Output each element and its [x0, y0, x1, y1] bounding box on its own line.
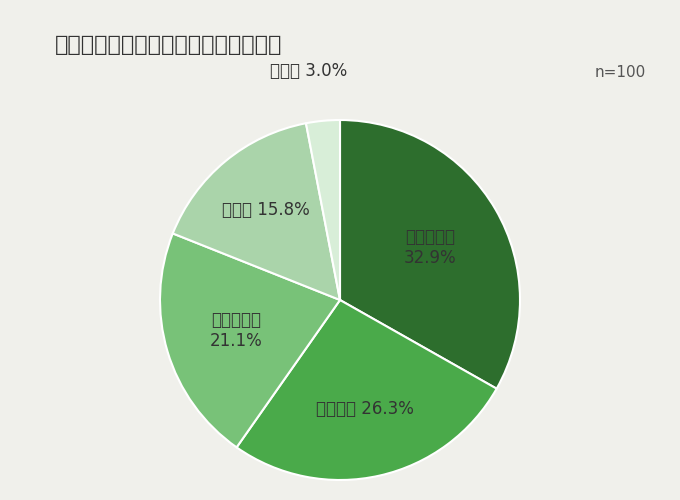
Text: 直属の上司
21.1%: 直属の上司 21.1%	[210, 312, 263, 350]
Text: 部内の共有
32.9%: 部内の共有 32.9%	[404, 228, 456, 267]
Text: 経営層 15.8%: 経営層 15.8%	[222, 201, 309, 219]
Text: 配信結果を社内の誰と共有しますか？: 配信結果を社内の誰と共有しますか？	[54, 35, 282, 55]
Text: n=100: n=100	[595, 65, 646, 80]
Text: 社内全体 26.3%: 社内全体 26.3%	[316, 400, 413, 418]
Wedge shape	[340, 120, 520, 388]
Wedge shape	[160, 234, 340, 448]
Wedge shape	[237, 300, 496, 480]
Text: その他 3.0%: その他 3.0%	[271, 62, 347, 80]
Wedge shape	[306, 120, 340, 300]
Wedge shape	[173, 123, 340, 300]
